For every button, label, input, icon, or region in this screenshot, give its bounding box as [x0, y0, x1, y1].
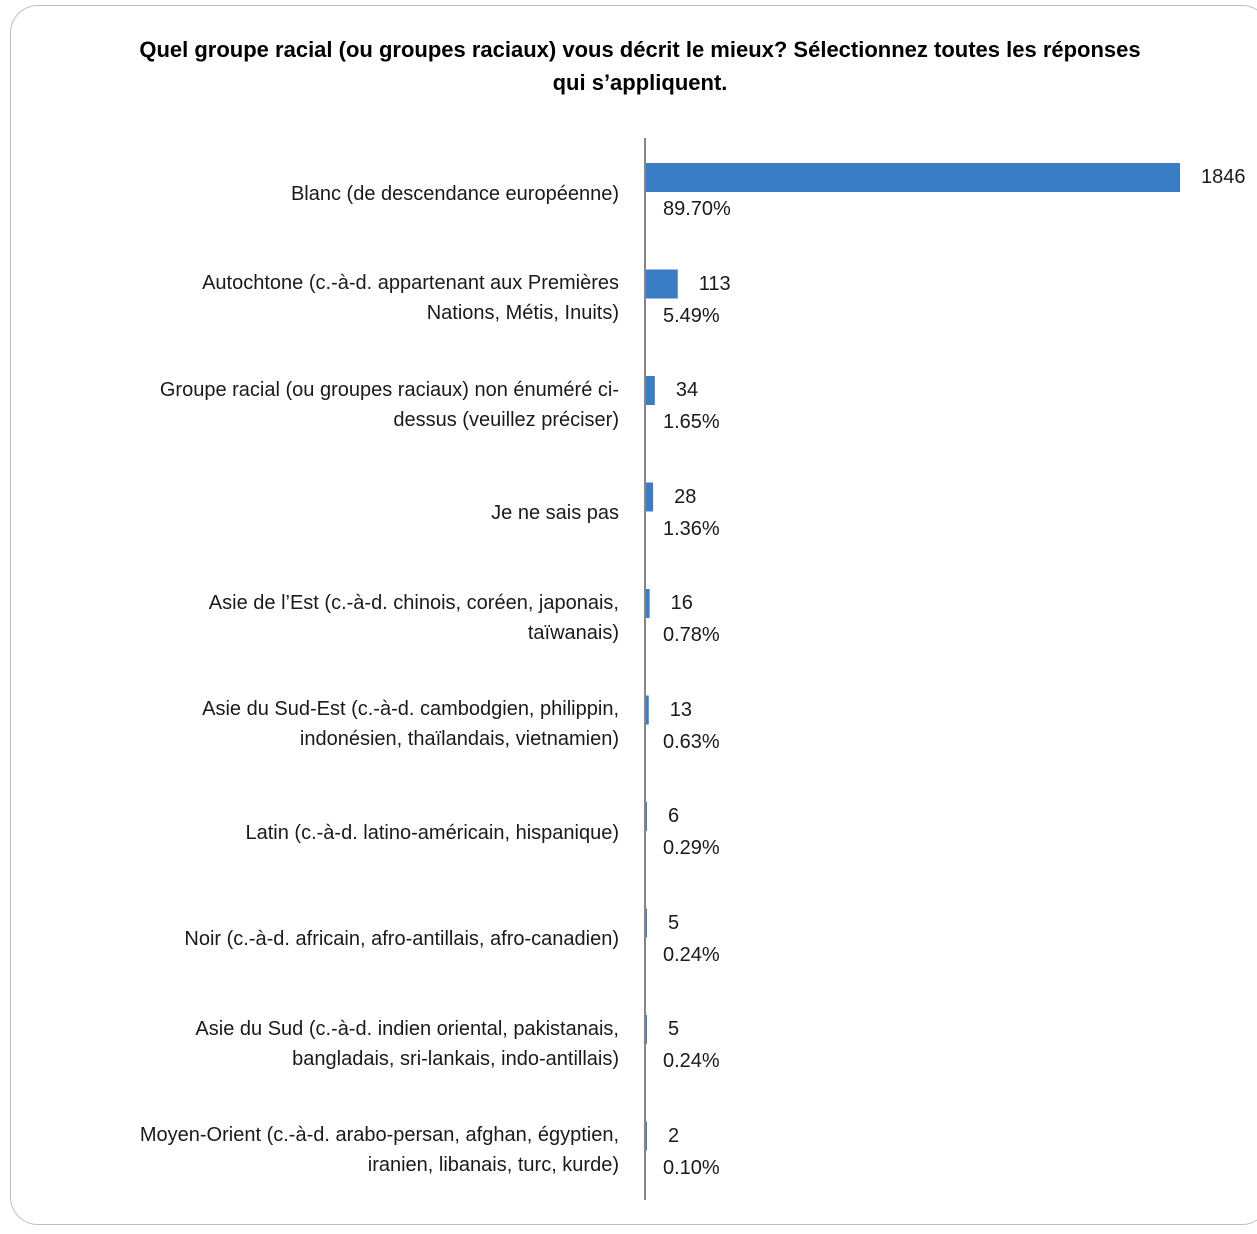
- bar-5: [645, 695, 649, 725]
- category-label-line: iranien, libanais, turc, kurde): [367, 1154, 619, 1176]
- percent-label-8: 0.24%: [663, 1050, 720, 1072]
- category-label-6: Latin (c.-à-d. latino-américain, hispani…: [19, 818, 619, 848]
- bar-2: [645, 376, 655, 405]
- category-label-line: Je ne sais pas: [491, 502, 619, 524]
- value-label-1: 113: [698, 272, 731, 295]
- bar-0: [645, 163, 1180, 192]
- category-label-line: Nations, Métis, Inuits): [426, 302, 619, 324]
- bar-4: [645, 589, 650, 618]
- category-label-4: Asie de l’Est (c.-à-d. chinois, coréen, …: [19, 588, 619, 648]
- percent-label-3: 1.36%: [663, 517, 720, 540]
- category-label-line: Latin (c.-à-d. latino-américain, hispani…: [245, 821, 619, 844]
- chart-title: Quel groupe racial (ou groupes raciaux) …: [139, 37, 1141, 95]
- value-label-6: 6: [668, 805, 680, 827]
- category-label-line: Blanc (de descendance européenne): [290, 182, 619, 205]
- category-label-line: bangladais, sri-lankais, indo-antillais): [292, 1047, 619, 1070]
- percent-label-5: 0.63%: [663, 730, 720, 753]
- value-label-5: 13: [669, 698, 693, 721]
- value-label-4: 16: [670, 592, 693, 614]
- category-label-line: dessus (veuillez préciser): [393, 408, 619, 431]
- percent-label-4: 0.78%: [663, 624, 720, 646]
- category-label-3: Je ne sais pas: [19, 498, 619, 528]
- percent-label-9: 0.10%: [663, 1156, 720, 1179]
- category-label-7: Noir (c.-à-d. africain, afro-antillais, …: [19, 924, 619, 954]
- category-label-line: Autochtone (c.-à-d. appartenant aux Prem…: [202, 272, 619, 294]
- category-label-5: Asie du Sud-Est (c.-à-d. cambodgien, phi…: [19, 694, 619, 754]
- value-label-8: 5: [668, 1018, 680, 1040]
- category-label-line: Asie du Sud-Est (c.-à-d. cambodgien, phi…: [202, 698, 619, 720]
- value-label-9: 2: [668, 1124, 680, 1147]
- percent-label-0: 89.70%: [663, 198, 731, 220]
- percent-label-1: 5.49%: [663, 304, 720, 327]
- value-label-7: 5: [668, 911, 680, 934]
- category-label-line: Groupe racial (ou groupes raciaux) non é…: [159, 378, 619, 401]
- category-label-line: indonésien, thaïlandais, vietnamien): [299, 728, 619, 750]
- chart-frame: [10, 5, 1257, 1225]
- category-label-line: Asie de l’Est (c.-à-d. chinois, coréen, …: [208, 591, 619, 614]
- category-label-2: Groupe racial (ou groupes raciaux) non é…: [19, 375, 619, 435]
- percent-label-7: 0.24%: [663, 943, 720, 966]
- value-label-3: 28: [674, 485, 697, 508]
- category-label-9: Moyen-Orient (c.-à-d. arabo-persan, afgh…: [19, 1120, 619, 1180]
- category-label-line: Moyen-Orient (c.-à-d. arabo-persan, afgh…: [139, 1124, 619, 1146]
- category-label-1: Autochtone (c.-à-d. appartenant aux Prem…: [19, 268, 619, 328]
- category-label-line: taïwanais): [527, 621, 619, 644]
- value-label-2: 34: [675, 379, 699, 401]
- category-label-line: Noir (c.-à-d. africain, afro-antillais, …: [184, 928, 619, 950]
- category-label-line: Asie du Sud (c.-à-d. indien oriental, pa…: [195, 1017, 619, 1040]
- percent-label-6: 0.29%: [663, 837, 720, 859]
- category-label-0: Blanc (de descendance européenne): [19, 179, 619, 209]
- bar-1: [645, 269, 678, 299]
- category-label-8: Asie du Sud (c.-à-d. indien oriental, pa…: [19, 1014, 619, 1074]
- percent-label-2: 1.65%: [663, 411, 720, 433]
- bar-3: [645, 482, 654, 512]
- value-label-0: 1846: [1201, 166, 1246, 188]
